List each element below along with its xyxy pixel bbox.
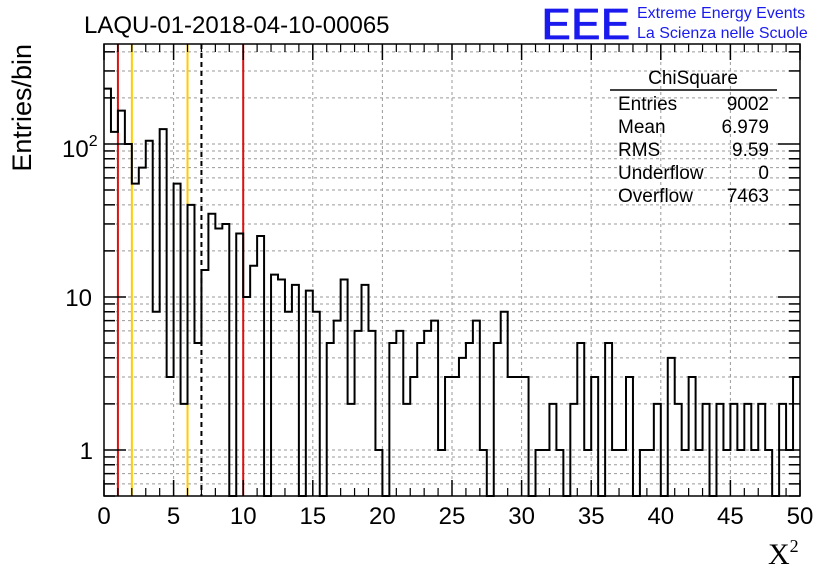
histogram-outline bbox=[104, 87, 800, 497]
x-tick-label: 25 bbox=[439, 503, 466, 530]
x-tick-label: 35 bbox=[578, 503, 605, 530]
stats-value-overflow: 7463 bbox=[727, 186, 769, 207]
x-tick-label: 15 bbox=[299, 503, 326, 530]
y-tick-label-1: 1 bbox=[80, 438, 93, 465]
stats-value-underflow: 0 bbox=[758, 163, 769, 184]
x-tick-label: 45 bbox=[717, 503, 744, 530]
stats-label-entries: Entries bbox=[618, 94, 677, 115]
stats-value-mean: 6.979 bbox=[721, 117, 769, 138]
stats-box: ChiSquare Entries 9002 Mean 6.979 RMS 9.… bbox=[610, 68, 777, 207]
y-tick-label-100: 102 bbox=[62, 133, 98, 163]
x-axis-label: X2 bbox=[768, 536, 799, 571]
x-tick-label: 0 bbox=[97, 503, 110, 530]
stats-value-entries: 9002 bbox=[727, 94, 769, 115]
stats-value-rms: 9.59 bbox=[732, 140, 769, 161]
eee-logo-mark: EEE bbox=[541, 0, 630, 50]
x-tick-labels: 0 5 10 15 20 25 30 35 40 45 50 bbox=[97, 503, 813, 530]
x-tick-label: 40 bbox=[647, 503, 674, 530]
chart-title: LAQU-01-2018-04-10-00065 bbox=[84, 12, 390, 39]
x-tick-label: 50 bbox=[787, 503, 814, 530]
eee-logo: EEE Extreme Energy Events La Scienza nel… bbox=[540, 0, 808, 51]
stats-label-rms: RMS bbox=[618, 140, 660, 161]
y-axis-label: Entries/bin bbox=[7, 44, 37, 172]
x-tick-label: 20 bbox=[369, 503, 396, 530]
x-tick-label: 30 bbox=[508, 503, 535, 530]
y-tick-labels: 1 10 102 bbox=[62, 133, 98, 465]
eee-logo-line2: La Scienza nelle Scuole bbox=[637, 25, 808, 42]
stats-label-overflow: Overflow bbox=[618, 186, 693, 207]
y-tick-label-10: 10 bbox=[65, 285, 92, 312]
x-tick-label: 10 bbox=[230, 503, 257, 530]
eee-logo-line1: Extreme Energy Events bbox=[637, 5, 805, 22]
stats-label-mean: Mean bbox=[618, 117, 666, 138]
axis-ticks bbox=[103, 44, 801, 497]
stats-title: ChiSquare bbox=[648, 68, 738, 89]
x-tick-label: 5 bbox=[167, 503, 180, 530]
stats-label-underflow: Underflow bbox=[618, 163, 704, 184]
